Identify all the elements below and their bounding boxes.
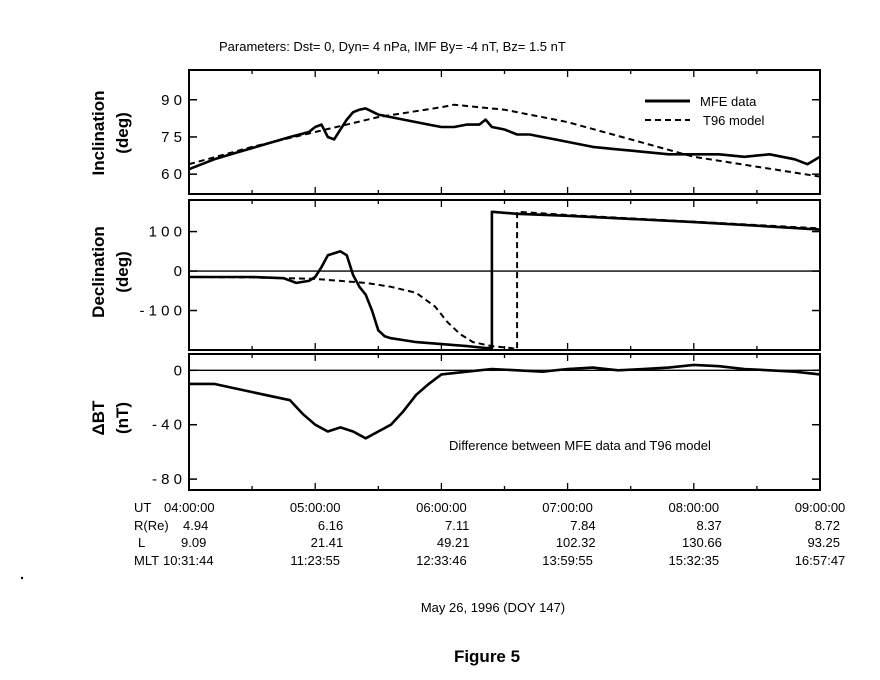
- ephemeris-r-value: 4.94: [183, 518, 208, 533]
- row-label-r: R(Re): [134, 518, 169, 533]
- delta-bt-frame: [188, 353, 821, 491]
- inclination-ylabel-1: Inclination: [89, 91, 108, 176]
- inclination-frame: [188, 69, 821, 195]
- inclination-ylabel-2: (deg): [113, 112, 132, 154]
- inclination-ytick-label: 7 5: [161, 129, 182, 146]
- ephemeris-r-value: 8.37: [696, 518, 721, 533]
- figure-caption: Figure 5: [454, 647, 520, 666]
- ephemeris-r-value: 6.16: [318, 518, 343, 533]
- ephemeris-r-value: 7.84: [570, 518, 595, 533]
- inclination-ytick-label: 6 0: [161, 166, 182, 183]
- ephemeris-l-value: 49.21: [437, 535, 470, 550]
- delta-bt-panel: - 8 0 - 4 0 0: [152, 353, 821, 491]
- ephemeris-mlt-value: 15:32:35: [668, 553, 719, 568]
- ephemeris-ut-value: 06:00:00: [416, 500, 467, 515]
- delta-bt-ylabel-2: (nT): [113, 402, 132, 434]
- stray-dot: [20, 576, 24, 580]
- declination-ytick-label: 0: [174, 263, 182, 280]
- declination-ytick-label: - 1 0 0: [139, 303, 182, 320]
- legend-mfe-label: MFE data: [700, 94, 757, 109]
- ephemeris-table: UT R(Re) L MLT 04:00:00 4.94 9.09 10:31:44 0…: [134, 500, 845, 568]
- ephemeris-r-value: 7.11: [445, 518, 469, 533]
- declination-ylabel-1: Declination: [89, 226, 108, 318]
- legend-t96-label: T96 model: [703, 113, 765, 128]
- inclination-mfe-line: [188, 107, 821, 171]
- ephemeris-l-value: 130.66: [682, 535, 722, 550]
- declination-panel: - 1 0 0 0 1 0 0: [139, 199, 821, 351]
- delta-bt-ytick-label: 0: [174, 362, 182, 379]
- declination-t96-line: [188, 210, 821, 351]
- ephemeris-l-value: 9.09: [181, 535, 206, 550]
- declination-ylabel-2: (deg): [113, 251, 132, 293]
- declination-mfe-line: [189, 210, 821, 350]
- ephemeris-mlt-value: 16:57:47: [795, 553, 846, 568]
- ephemeris-ut-value: 04:00:00: [164, 500, 215, 515]
- ephemeris-ut-value: 05:00:00: [290, 500, 341, 515]
- ephemeris-mlt-value: 12:33:46: [416, 553, 467, 568]
- ephemeris-ut-value: 08:00:00: [668, 500, 719, 515]
- ephemeris-l-value: 102.32: [556, 535, 596, 550]
- delta-bt-ylabel-1: ΔBT: [89, 400, 108, 435]
- inclination-ytick-label: 9 0: [161, 92, 182, 109]
- row-label-ut: UT: [134, 500, 151, 515]
- declination-ytick-label: 1 0 0: [149, 224, 182, 241]
- ephemeris-ut-value: 07:00:00: [542, 500, 593, 515]
- ephemeris-ut-value: 09:00:00: [795, 500, 846, 515]
- ephemeris-mlt-value: 13:59:55: [542, 553, 593, 568]
- ephemeris-r-value: 8.72: [815, 518, 840, 533]
- date-label: May 26, 1996 (DOY 147): [421, 600, 565, 615]
- ephemeris-mlt-value: 11:23:55: [290, 553, 340, 568]
- delta-bt-ytick-label: - 4 0: [152, 417, 182, 434]
- difference-annotation: Difference between MFE data and T96 mode…: [449, 438, 711, 453]
- parameters-text: Parameters: Dst= 0, Dyn= 4 nPa, IMF By= …: [219, 39, 566, 54]
- row-label-mlt: MLT: [134, 553, 159, 568]
- row-label-l: L: [138, 535, 145, 550]
- delta-bt-mfe-line: [189, 363, 821, 440]
- delta-bt-ytick-label: - 8 0: [152, 471, 182, 488]
- inclination-panel: 6 0 7 5 9 0: [161, 69, 821, 195]
- legend: MFE data T96 model: [645, 94, 765, 128]
- ephemeris-l-value: 93.25: [807, 535, 840, 550]
- ephemeris-mlt-value: 10:31:44: [163, 553, 214, 568]
- ephemeris-l-value: 21.41: [311, 535, 344, 550]
